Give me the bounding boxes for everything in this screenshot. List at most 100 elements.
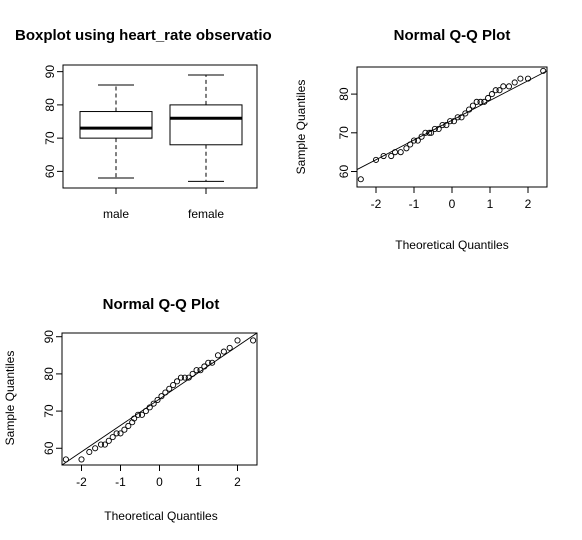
qq2-point bbox=[62, 456, 69, 463]
qq1-point bbox=[473, 98, 480, 105]
qq1-point bbox=[431, 125, 438, 132]
qq1-point bbox=[488, 91, 495, 98]
qq-plot-panel-top-right: Normal Q-Q Plot Theoretical Quantiles Sa… bbox=[294, 27, 548, 252]
boxplot-ytick-label: 60 bbox=[43, 164, 57, 178]
qq2-point bbox=[113, 430, 120, 437]
boxplot-ytick-label: 90 bbox=[43, 65, 57, 79]
qq2-ytick-label: 90 bbox=[42, 330, 56, 344]
qq2-point bbox=[193, 367, 200, 374]
boxplot-category-label: male bbox=[103, 207, 129, 221]
qq2-title: Normal Q-Q Plot bbox=[103, 296, 220, 313]
qq2-point bbox=[125, 422, 132, 430]
qq1-xtick-label: 1 bbox=[487, 197, 494, 211]
qq1-point bbox=[372, 156, 380, 163]
qq2-point bbox=[97, 441, 105, 448]
qq2-point bbox=[154, 396, 161, 403]
qq-plot-panel-bottom-left: Normal Q-Q Plot Theoretical Quantiles Sa… bbox=[3, 296, 258, 523]
qq1-point bbox=[403, 145, 410, 152]
qq2-point bbox=[205, 359, 212, 366]
qq2-xtick-label: -1 bbox=[115, 475, 126, 489]
qq1-point bbox=[462, 110, 469, 117]
qq2-point bbox=[92, 445, 99, 452]
qq1-point bbox=[485, 94, 492, 102]
qq1-point bbox=[481, 98, 488, 105]
qq1-point bbox=[447, 118, 454, 125]
qq2-point bbox=[105, 437, 112, 444]
qq1-ylabel: Sample Quantiles bbox=[294, 80, 308, 175]
qq2-point bbox=[220, 348, 227, 355]
qq1-ytick-label: 80 bbox=[337, 87, 351, 101]
qq2-point bbox=[189, 370, 196, 377]
boxplot-category-label: female bbox=[188, 207, 224, 221]
qq1-point bbox=[357, 176, 364, 183]
qq2-point bbox=[142, 408, 149, 415]
qq2-xlabel: Theoretical Quantiles bbox=[104, 509, 217, 523]
qq2-ylabel: Sample Quantiles bbox=[3, 351, 17, 446]
boxplot-panel: Boxplot using heart_rate observatio 60 70… bbox=[15, 27, 272, 221]
qq1-point bbox=[496, 87, 503, 94]
qq1-xtick-label: 0 bbox=[449, 197, 456, 211]
qq1-point bbox=[410, 137, 418, 144]
qq2-point bbox=[185, 374, 192, 381]
qq2-reference-line bbox=[61, 332, 258, 466]
qq1-point bbox=[469, 102, 476, 109]
qq2-point bbox=[173, 378, 181, 385]
qq2-point bbox=[134, 411, 142, 418]
qq1-point bbox=[422, 129, 429, 136]
qq1-point bbox=[454, 114, 461, 121]
qq1-point bbox=[500, 83, 507, 90]
qq1-point bbox=[418, 133, 425, 140]
qq1-point bbox=[540, 67, 547, 74]
qq2-point bbox=[209, 359, 216, 366]
qq2-point bbox=[226, 344, 233, 351]
qq1-point bbox=[443, 122, 450, 129]
qq1-point bbox=[439, 122, 446, 129]
qq2-xtick-label: 1 bbox=[195, 475, 202, 489]
qq1-ytick-label: 60 bbox=[337, 165, 351, 179]
qq1-point bbox=[388, 152, 395, 160]
qq2-point bbox=[150, 400, 157, 407]
qq1-ytick-label: 70 bbox=[337, 126, 351, 140]
qq1-point bbox=[380, 152, 387, 160]
qq1-point bbox=[391, 149, 399, 156]
qq2-point bbox=[166, 385, 173, 392]
qq2-point bbox=[197, 367, 204, 374]
qq1-point bbox=[524, 75, 532, 82]
qq2-point bbox=[214, 352, 222, 359]
qq2-point bbox=[234, 337, 241, 344]
qq2-point bbox=[78, 456, 85, 463]
qq2-point bbox=[250, 337, 257, 344]
qq1-point bbox=[511, 79, 518, 86]
qq2-point bbox=[109, 434, 116, 441]
qq1-xtick-label: -2 bbox=[371, 197, 382, 211]
boxplot-frame bbox=[62, 64, 258, 189]
qq1-xtick-label: 2 bbox=[525, 197, 532, 211]
qq1-point bbox=[458, 114, 465, 121]
qq2-point bbox=[158, 393, 165, 400]
qq2-point bbox=[146, 404, 153, 411]
qq1-point bbox=[426, 129, 433, 136]
qq2-point bbox=[177, 374, 184, 381]
qq1-point bbox=[414, 137, 421, 144]
boxplot-box bbox=[169, 104, 243, 146]
qq1-point bbox=[397, 149, 404, 156]
qq2-point bbox=[170, 382, 177, 389]
qq2-ytick-label: 70 bbox=[42, 404, 56, 418]
qq2-xtick-label: 2 bbox=[234, 475, 241, 489]
qq2-point bbox=[131, 415, 138, 422]
qq2-ytick-label: 80 bbox=[42, 367, 56, 381]
qq1-point bbox=[450, 118, 457, 125]
qq1-point bbox=[428, 129, 435, 136]
qq2-point bbox=[86, 448, 93, 456]
qq2-point bbox=[181, 374, 188, 381]
qq1-point bbox=[466, 106, 473, 113]
boxplot-title: Boxplot using heart_rate observatio bbox=[15, 27, 272, 44]
qq1-point bbox=[477, 98, 484, 105]
qq2-point bbox=[121, 426, 128, 433]
boxplot-ytick-label: 70 bbox=[43, 131, 57, 145]
qq1-point bbox=[435, 125, 442, 132]
qq2-point bbox=[201, 363, 208, 370]
qq2-xtick-label: -2 bbox=[76, 475, 87, 489]
qq1-point bbox=[505, 83, 513, 90]
